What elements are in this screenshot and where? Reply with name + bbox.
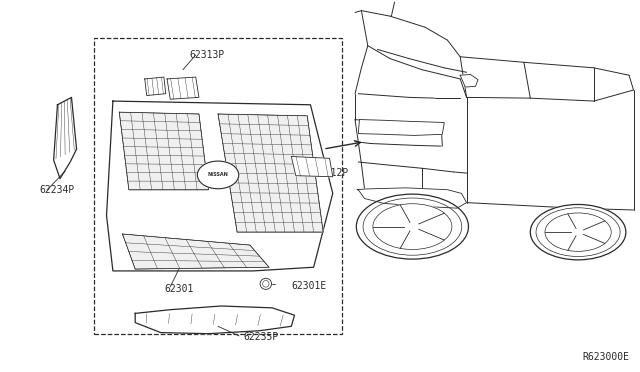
Polygon shape [119,112,209,190]
Bar [94,38,342,334]
Polygon shape [218,114,323,232]
Ellipse shape [260,278,271,289]
Circle shape [356,194,468,259]
Circle shape [531,205,626,260]
Text: 62312P: 62312P [314,168,349,178]
Circle shape [536,208,620,257]
Circle shape [545,213,611,251]
Text: R623000E: R623000E [582,353,629,362]
Circle shape [373,204,452,250]
Polygon shape [167,77,199,99]
Text: NISSAN: NISSAN [207,173,228,177]
Text: 62301E: 62301E [291,281,326,291]
Polygon shape [54,97,77,179]
Polygon shape [122,234,269,269]
Polygon shape [135,306,294,334]
Polygon shape [106,101,333,271]
Ellipse shape [197,161,239,189]
Polygon shape [357,188,467,208]
Polygon shape [291,157,333,177]
Text: 62235P: 62235P [244,332,279,342]
Polygon shape [145,77,166,96]
Circle shape [363,198,461,255]
Text: 62301: 62301 [164,284,193,294]
Polygon shape [358,119,444,135]
Text: 62234P: 62234P [40,185,75,195]
Text: 62313P: 62313P [189,50,225,60]
Polygon shape [460,74,478,87]
Ellipse shape [262,280,269,287]
